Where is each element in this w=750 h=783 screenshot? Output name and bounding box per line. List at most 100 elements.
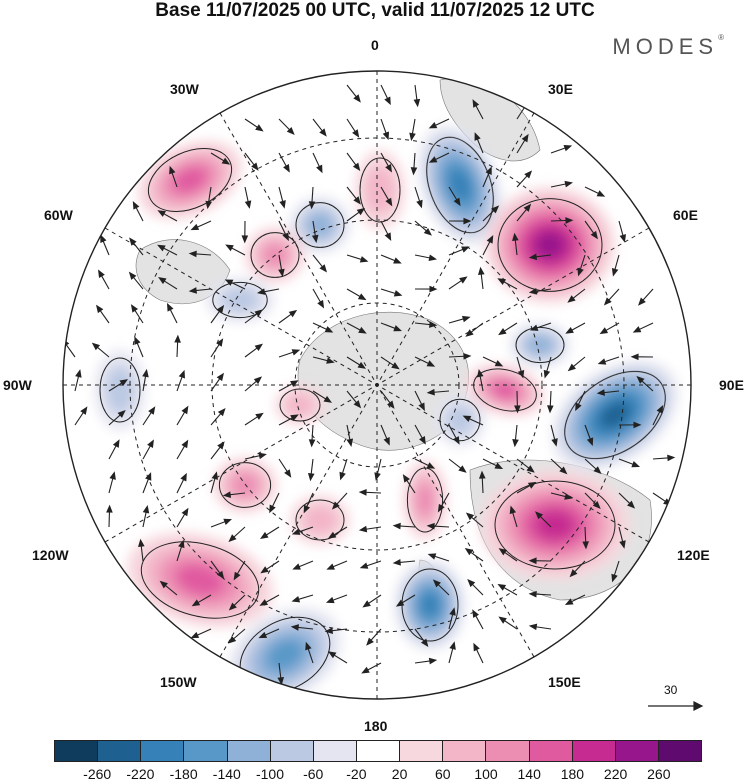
wind-arrow	[260, 560, 280, 574]
wind-arrow	[142, 505, 150, 528]
height-contour	[218, 462, 272, 508]
wind-arrow	[448, 352, 472, 360]
wind-arrow	[414, 321, 438, 328]
wind-arrow	[516, 203, 532, 222]
wind-arrow	[402, 474, 416, 494]
colorbar-swatch	[269, 741, 313, 761]
wind-arrow	[462, 415, 484, 426]
colorbar-tick-label: 140	[517, 766, 541, 782]
wind-arrow	[550, 492, 573, 500]
colorbar-swatch	[97, 741, 141, 761]
colorbar-tick-label: -20	[346, 766, 367, 782]
wind-arrow	[477, 368, 484, 392]
wind-arrow	[596, 389, 620, 396]
wind-arrow	[414, 458, 436, 469]
wind-arrow	[448, 217, 472, 225]
wind-arrow	[414, 628, 429, 647]
wind-arrow	[482, 205, 500, 222]
lon-label-180: 180	[364, 718, 388, 734]
wind-arrow	[188, 250, 212, 258]
colorbar-swatch	[657, 741, 702, 761]
lon-label-30w: 30W	[170, 81, 199, 97]
wind-arrow	[91, 342, 110, 358]
wind-arrow	[448, 186, 461, 207]
positive-anomaly-region	[285, 393, 315, 417]
wind-arrow	[618, 421, 642, 429]
wind-arrow	[413, 84, 421, 108]
wind-arrow	[410, 152, 418, 176]
colorbar-swatch	[226, 741, 270, 761]
wind-arrow	[414, 356, 436, 367]
wind-arrow	[528, 253, 552, 261]
reference-vector	[648, 701, 704, 711]
latitude-circle	[211, 219, 543, 551]
wind-arrow	[497, 278, 518, 290]
lon-label-90e: 90E	[719, 377, 744, 393]
wind-arrow	[277, 662, 285, 686]
wind-arrow	[395, 594, 416, 607]
colorbar-swatch	[312, 741, 356, 761]
wind-arrow	[362, 594, 382, 608]
wind-arrow	[565, 322, 586, 334]
colorbar-swatch	[355, 741, 400, 761]
wind-arrow	[392, 522, 416, 530]
brand-logo: MODES®	[612, 33, 724, 60]
wind-arrow	[498, 548, 518, 562]
wind-arrow	[278, 309, 298, 324]
wind-arrow	[584, 424, 594, 447]
wind-arrow	[550, 145, 573, 154]
wind-arrow	[346, 207, 366, 222]
wind-arrow	[244, 412, 264, 426]
wind-arrow	[618, 492, 636, 509]
wind-arrow	[142, 439, 154, 460]
positive-anomaly-region	[535, 231, 565, 259]
wind-arrow	[222, 491, 246, 498]
wind-arrow	[308, 186, 316, 210]
wind-arrow	[128, 271, 144, 290]
wind-arrow	[428, 118, 450, 129]
wind-arrow	[346, 424, 354, 447]
wind-arrow	[74, 406, 88, 426]
negative-anomaly-region	[307, 213, 333, 237]
wind-arrow	[514, 390, 521, 414]
wind-arrow	[210, 152, 231, 165]
wind-arrow	[528, 623, 552, 631]
wind-arrow	[428, 152, 450, 163]
wind-arrow	[577, 254, 586, 277]
wind-arrow	[380, 390, 395, 409]
wind-arrow	[346, 84, 361, 103]
wind-arrow	[482, 458, 504, 470]
colorbar-swatch	[55, 741, 98, 761]
height-contour	[295, 499, 345, 541]
wind-arrow	[303, 492, 314, 514]
lon-label-90w: 90W	[3, 377, 32, 393]
negative-anomaly-region	[219, 286, 261, 314]
wind-arrow	[584, 186, 606, 197]
wind-arrow	[312, 118, 327, 137]
wind-arrow	[611, 254, 620, 277]
wind-arrow	[305, 641, 314, 664]
wind-arrow	[227, 628, 246, 644]
wind-arrow	[169, 165, 178, 188]
wind-arrow	[311, 220, 319, 244]
wind-arrow	[473, 642, 484, 664]
wind-arrow	[278, 254, 285, 278]
wind-arrow	[448, 458, 467, 473]
height-contour	[250, 232, 300, 278]
lon-label-150e: 150E	[548, 674, 581, 690]
wind-arrow	[312, 356, 335, 364]
height-contour	[295, 202, 345, 248]
wind-arrow	[244, 343, 263, 358]
wind-arrow	[414, 424, 426, 445]
wind-arrow	[380, 152, 392, 173]
wind-arrow	[74, 369, 82, 392]
wind-arrow	[467, 579, 484, 596]
wind-arrow	[258, 628, 280, 639]
wind-arrow	[366, 628, 382, 646]
wind-arrow	[380, 322, 402, 332]
positive-anomaly-region	[534, 510, 576, 540]
wind-arrow	[210, 304, 225, 324]
wind-arrow	[346, 356, 367, 369]
wind-arrow	[512, 232, 519, 256]
wind-arrow	[584, 458, 602, 475]
